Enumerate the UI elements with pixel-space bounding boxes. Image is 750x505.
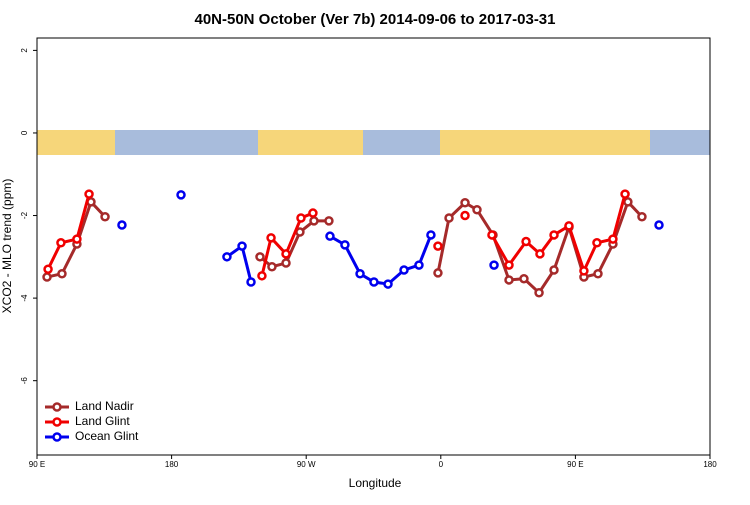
data-point (176, 190, 186, 200)
data-point (623, 197, 633, 207)
data-point (222, 252, 232, 262)
data-point (42, 272, 52, 282)
data-point (309, 216, 319, 226)
data-point (592, 238, 602, 248)
data-point (237, 241, 247, 251)
data-point (257, 271, 267, 281)
y-tick-label: 0 (20, 130, 29, 135)
y-axis-label: XCO2 - MLO trend (ppm) (0, 179, 14, 314)
data-point (296, 213, 306, 223)
data-point (43, 264, 53, 274)
data-point (267, 261, 277, 272)
data-point (504, 260, 514, 270)
data-point (100, 212, 110, 222)
plot-frame (36, 37, 711, 456)
data-point (549, 265, 559, 275)
data-point (266, 233, 276, 243)
data-point (414, 260, 424, 270)
data-point (281, 258, 291, 268)
legend-marker (52, 402, 62, 412)
data-point (637, 212, 647, 222)
x-tick-label: 90 E (567, 460, 583, 469)
y-tick-label: -4 (20, 294, 29, 302)
data-point (504, 275, 514, 285)
data-point (549, 230, 559, 240)
data-point (620, 189, 630, 199)
x-tick-label: 180 (703, 460, 717, 469)
legend-label: Ocean Glint (75, 429, 139, 443)
data-point (246, 277, 256, 287)
data-point (426, 230, 436, 240)
data-point (84, 189, 94, 199)
data-point (608, 234, 618, 244)
data-point (433, 241, 443, 251)
data-point (460, 197, 470, 208)
data-point (593, 268, 603, 279)
data-point (325, 231, 335, 241)
data-point (433, 268, 443, 278)
legend-marker (52, 432, 62, 442)
data-point (355, 268, 365, 279)
data-point (534, 287, 544, 298)
chart-title: 40N-50N October (Ver 7b) 2014-09-06 to 2… (194, 11, 555, 28)
data-point (117, 220, 127, 230)
data-point (472, 205, 482, 215)
data-point (56, 238, 66, 248)
data-point (324, 216, 334, 226)
legend-label: Land Nadir (75, 399, 134, 413)
map-strip (37, 130, 710, 155)
legend-label: Land Glint (75, 414, 130, 428)
x-tick-label: 180 (165, 460, 179, 469)
data-point (519, 273, 529, 284)
data-point (487, 230, 497, 240)
data-point (654, 220, 664, 230)
data-point (535, 249, 545, 259)
data-point (489, 260, 499, 270)
y-tick-label: 2 (20, 48, 29, 53)
data-point (521, 236, 531, 247)
y-tick-label: -6 (20, 377, 29, 385)
legend-marker (52, 417, 62, 427)
data-point (281, 249, 291, 259)
data-point (369, 277, 379, 287)
y-tick-label: -2 (20, 211, 29, 219)
data-point (72, 234, 82, 244)
data-point (255, 252, 265, 262)
data-point (340, 240, 350, 250)
data-point (383, 279, 393, 289)
data-point (444, 213, 454, 223)
x-tick-label: 0 (439, 460, 444, 469)
data-point (564, 221, 574, 231)
data-point (579, 266, 589, 276)
data-point (460, 210, 470, 221)
x-axis-label: Longitude (349, 476, 402, 490)
x-tick-label: 90 E (29, 460, 45, 469)
data-point (399, 265, 409, 275)
data-point (308, 208, 318, 218)
x-tick-label: 90 W (297, 460, 316, 469)
series-line (46, 193, 627, 277)
data-point (57, 268, 67, 279)
